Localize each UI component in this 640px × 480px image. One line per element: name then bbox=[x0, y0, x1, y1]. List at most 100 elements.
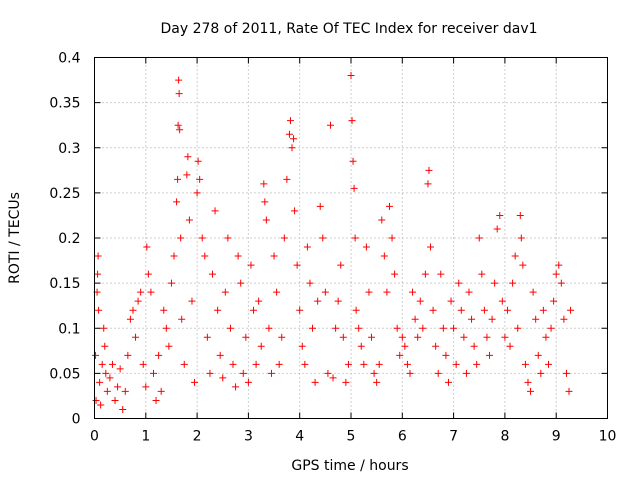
data-point bbox=[488, 315, 496, 323]
data-point bbox=[157, 387, 165, 395]
data-point bbox=[542, 333, 550, 341]
data-point bbox=[332, 324, 340, 332]
data-point bbox=[191, 378, 199, 386]
data-point bbox=[534, 351, 542, 359]
data-point bbox=[255, 297, 263, 305]
data-point bbox=[360, 360, 368, 368]
data-point bbox=[342, 378, 350, 386]
data-point bbox=[309, 324, 317, 332]
x-tick-label: 9 bbox=[552, 429, 561, 445]
data-point bbox=[545, 360, 553, 368]
data-point bbox=[429, 306, 437, 314]
axis-ticks: 0 1 2 3 4 5 6 7 8 9 10 0 0.05 0.1 0.15 0.2 0.25 0.3 0.35 0.… bbox=[49, 51, 616, 445]
data-point bbox=[239, 369, 247, 377]
x-tick-label: 0 bbox=[90, 429, 99, 445]
data-point bbox=[101, 342, 109, 350]
data-point bbox=[283, 175, 291, 183]
data-point bbox=[419, 324, 427, 332]
data-point bbox=[147, 288, 155, 296]
data-point bbox=[180, 360, 188, 368]
data-point bbox=[498, 297, 506, 305]
data-point bbox=[383, 288, 391, 296]
data-point bbox=[565, 387, 573, 395]
data-point bbox=[365, 288, 373, 296]
data-point bbox=[375, 360, 383, 368]
data-point bbox=[177, 234, 185, 242]
data-point bbox=[357, 342, 365, 350]
data-point bbox=[314, 297, 322, 305]
data-point bbox=[178, 315, 186, 323]
data-point bbox=[94, 270, 102, 278]
data-point bbox=[139, 360, 147, 368]
data-point bbox=[562, 369, 570, 377]
data-point bbox=[567, 306, 575, 314]
data-point bbox=[201, 252, 209, 260]
data-point bbox=[211, 207, 219, 215]
data-point bbox=[462, 369, 470, 377]
data-point bbox=[285, 130, 293, 138]
data-point bbox=[450, 324, 458, 332]
data-point bbox=[427, 243, 435, 251]
data-point bbox=[442, 351, 450, 359]
data-point bbox=[226, 324, 234, 332]
data-point bbox=[368, 333, 376, 341]
x-tick-label: 4 bbox=[295, 429, 304, 445]
data-point bbox=[288, 144, 296, 152]
data-point bbox=[319, 234, 327, 242]
data-point bbox=[362, 243, 370, 251]
data-point bbox=[473, 360, 481, 368]
data-point bbox=[432, 342, 440, 350]
y-tick-label: 0.35 bbox=[49, 96, 80, 112]
x-axis-title: GPS time / hours bbox=[291, 458, 408, 474]
x-tick-label: 7 bbox=[449, 429, 458, 445]
data-point bbox=[539, 306, 547, 314]
data-point bbox=[96, 378, 104, 386]
data-point bbox=[298, 342, 306, 350]
data-point bbox=[552, 270, 560, 278]
data-point bbox=[296, 306, 304, 314]
data-point bbox=[224, 234, 232, 242]
data-point bbox=[244, 378, 252, 386]
data-point bbox=[557, 279, 565, 287]
data-point bbox=[143, 243, 151, 251]
data-point bbox=[349, 157, 357, 165]
data-point bbox=[242, 333, 250, 341]
data-point bbox=[206, 369, 214, 377]
data-point bbox=[496, 211, 504, 219]
data-point bbox=[326, 121, 334, 129]
data-point bbox=[491, 279, 499, 287]
data-point bbox=[278, 333, 286, 341]
data-point bbox=[92, 351, 100, 359]
data-point bbox=[170, 252, 178, 260]
data-point bbox=[465, 288, 473, 296]
data-point bbox=[208, 270, 216, 278]
data-point bbox=[425, 166, 433, 174]
data-point bbox=[221, 288, 229, 296]
y-tick-label: 0.25 bbox=[49, 186, 80, 202]
data-point bbox=[524, 378, 532, 386]
data-point bbox=[167, 279, 175, 287]
data-point bbox=[547, 324, 555, 332]
data-point bbox=[321, 288, 329, 296]
data-point bbox=[291, 207, 299, 215]
plot-frame bbox=[94, 57, 608, 419]
data-point bbox=[129, 306, 137, 314]
data-point bbox=[329, 374, 337, 382]
data-point bbox=[306, 279, 314, 287]
data-point bbox=[339, 333, 347, 341]
data-point bbox=[351, 234, 359, 242]
data-point bbox=[219, 374, 227, 382]
data-point bbox=[229, 360, 237, 368]
data-point bbox=[503, 306, 511, 314]
data-point bbox=[132, 333, 140, 341]
data-point bbox=[316, 202, 324, 210]
data-point bbox=[134, 297, 142, 305]
data-point bbox=[411, 315, 419, 323]
data-point bbox=[103, 387, 111, 395]
x-tick-label: 8 bbox=[500, 429, 509, 445]
data-point bbox=[106, 374, 114, 382]
data-point bbox=[174, 121, 182, 129]
data-points bbox=[92, 72, 575, 413]
x-tick-label: 10 bbox=[599, 429, 617, 445]
